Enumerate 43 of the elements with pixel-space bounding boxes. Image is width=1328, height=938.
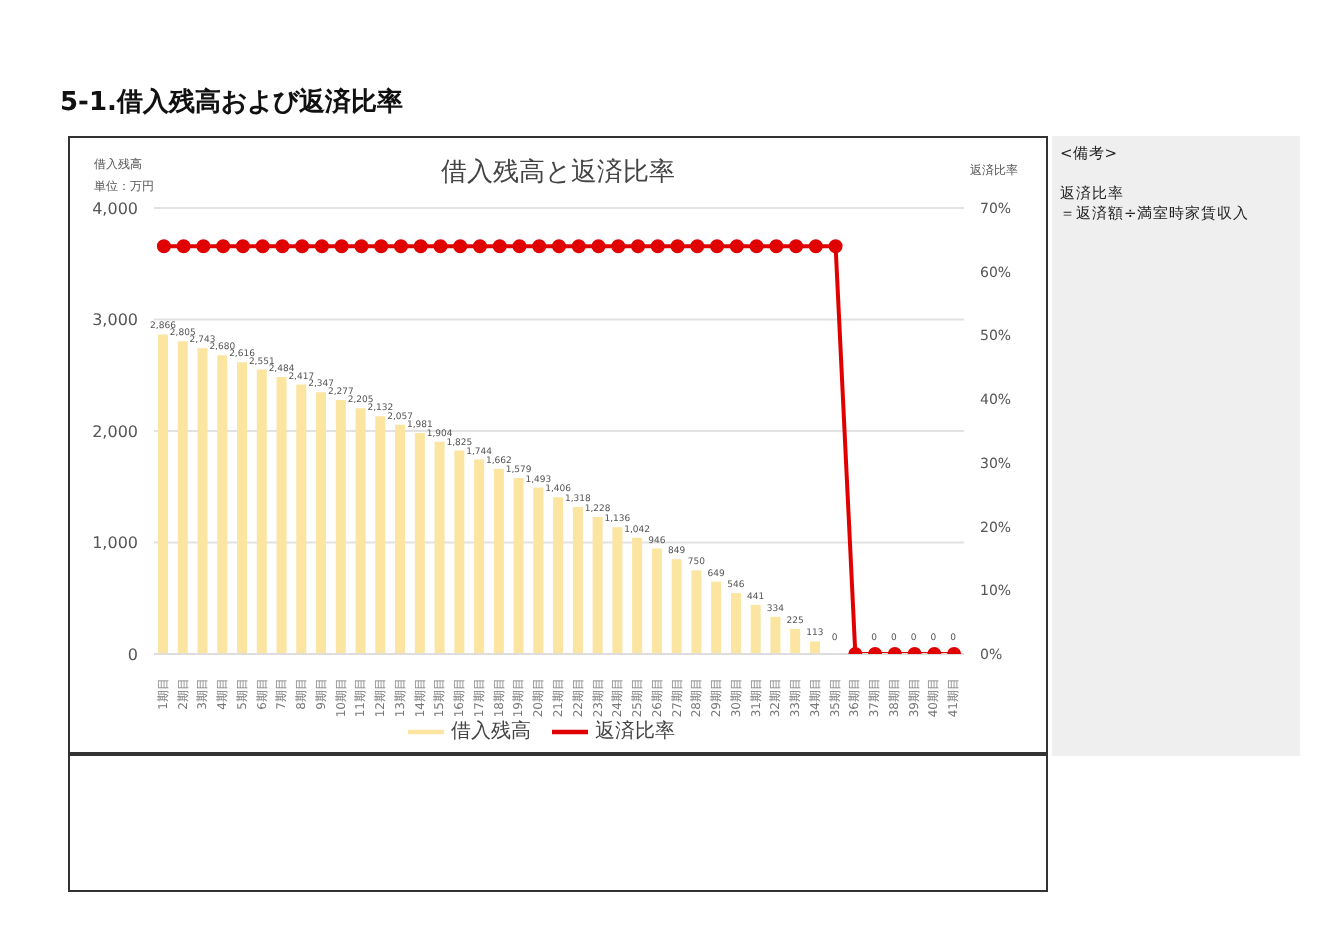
bar (434, 441, 445, 654)
bar (375, 416, 386, 654)
bar (612, 527, 623, 654)
y-tick-label: 3,000 (92, 311, 138, 330)
y-tick-label: 4,000 (92, 199, 138, 218)
bar (316, 392, 327, 654)
bar (671, 559, 682, 654)
bar (632, 537, 643, 654)
y-tick-label: 1,000 (92, 534, 138, 553)
bar (355, 408, 366, 654)
bar (395, 424, 406, 654)
bar (454, 450, 465, 654)
legend-label: 返済比率 (595, 721, 675, 744)
bar (553, 497, 564, 654)
bar (790, 628, 801, 654)
bar (474, 459, 485, 654)
bar (533, 487, 544, 654)
bar (335, 400, 346, 654)
bar (493, 468, 504, 654)
bar (691, 570, 702, 654)
bar (177, 341, 188, 654)
bar (217, 355, 228, 654)
bar (414, 433, 425, 654)
bar (237, 362, 248, 654)
bar (296, 384, 307, 654)
bar (592, 517, 603, 654)
bar (809, 641, 820, 654)
bar (651, 548, 662, 654)
bar (197, 348, 208, 654)
bar (711, 581, 722, 654)
y-tick-label: 2,000 (92, 422, 138, 441)
legend-label: 借入残高 (451, 721, 531, 744)
bar (158, 334, 168, 654)
bar (572, 507, 583, 654)
bar (513, 477, 524, 654)
bar (770, 616, 781, 654)
bar (256, 369, 267, 654)
bar (276, 377, 287, 654)
chart-title: 5-1.借入残高および返済比率 (60, 85, 403, 120)
y-tick-label: 0 (127, 645, 138, 664)
bar (730, 593, 741, 654)
bar (750, 604, 761, 654)
chart-subtitle: 借入残高と返済比率 (441, 158, 675, 188)
